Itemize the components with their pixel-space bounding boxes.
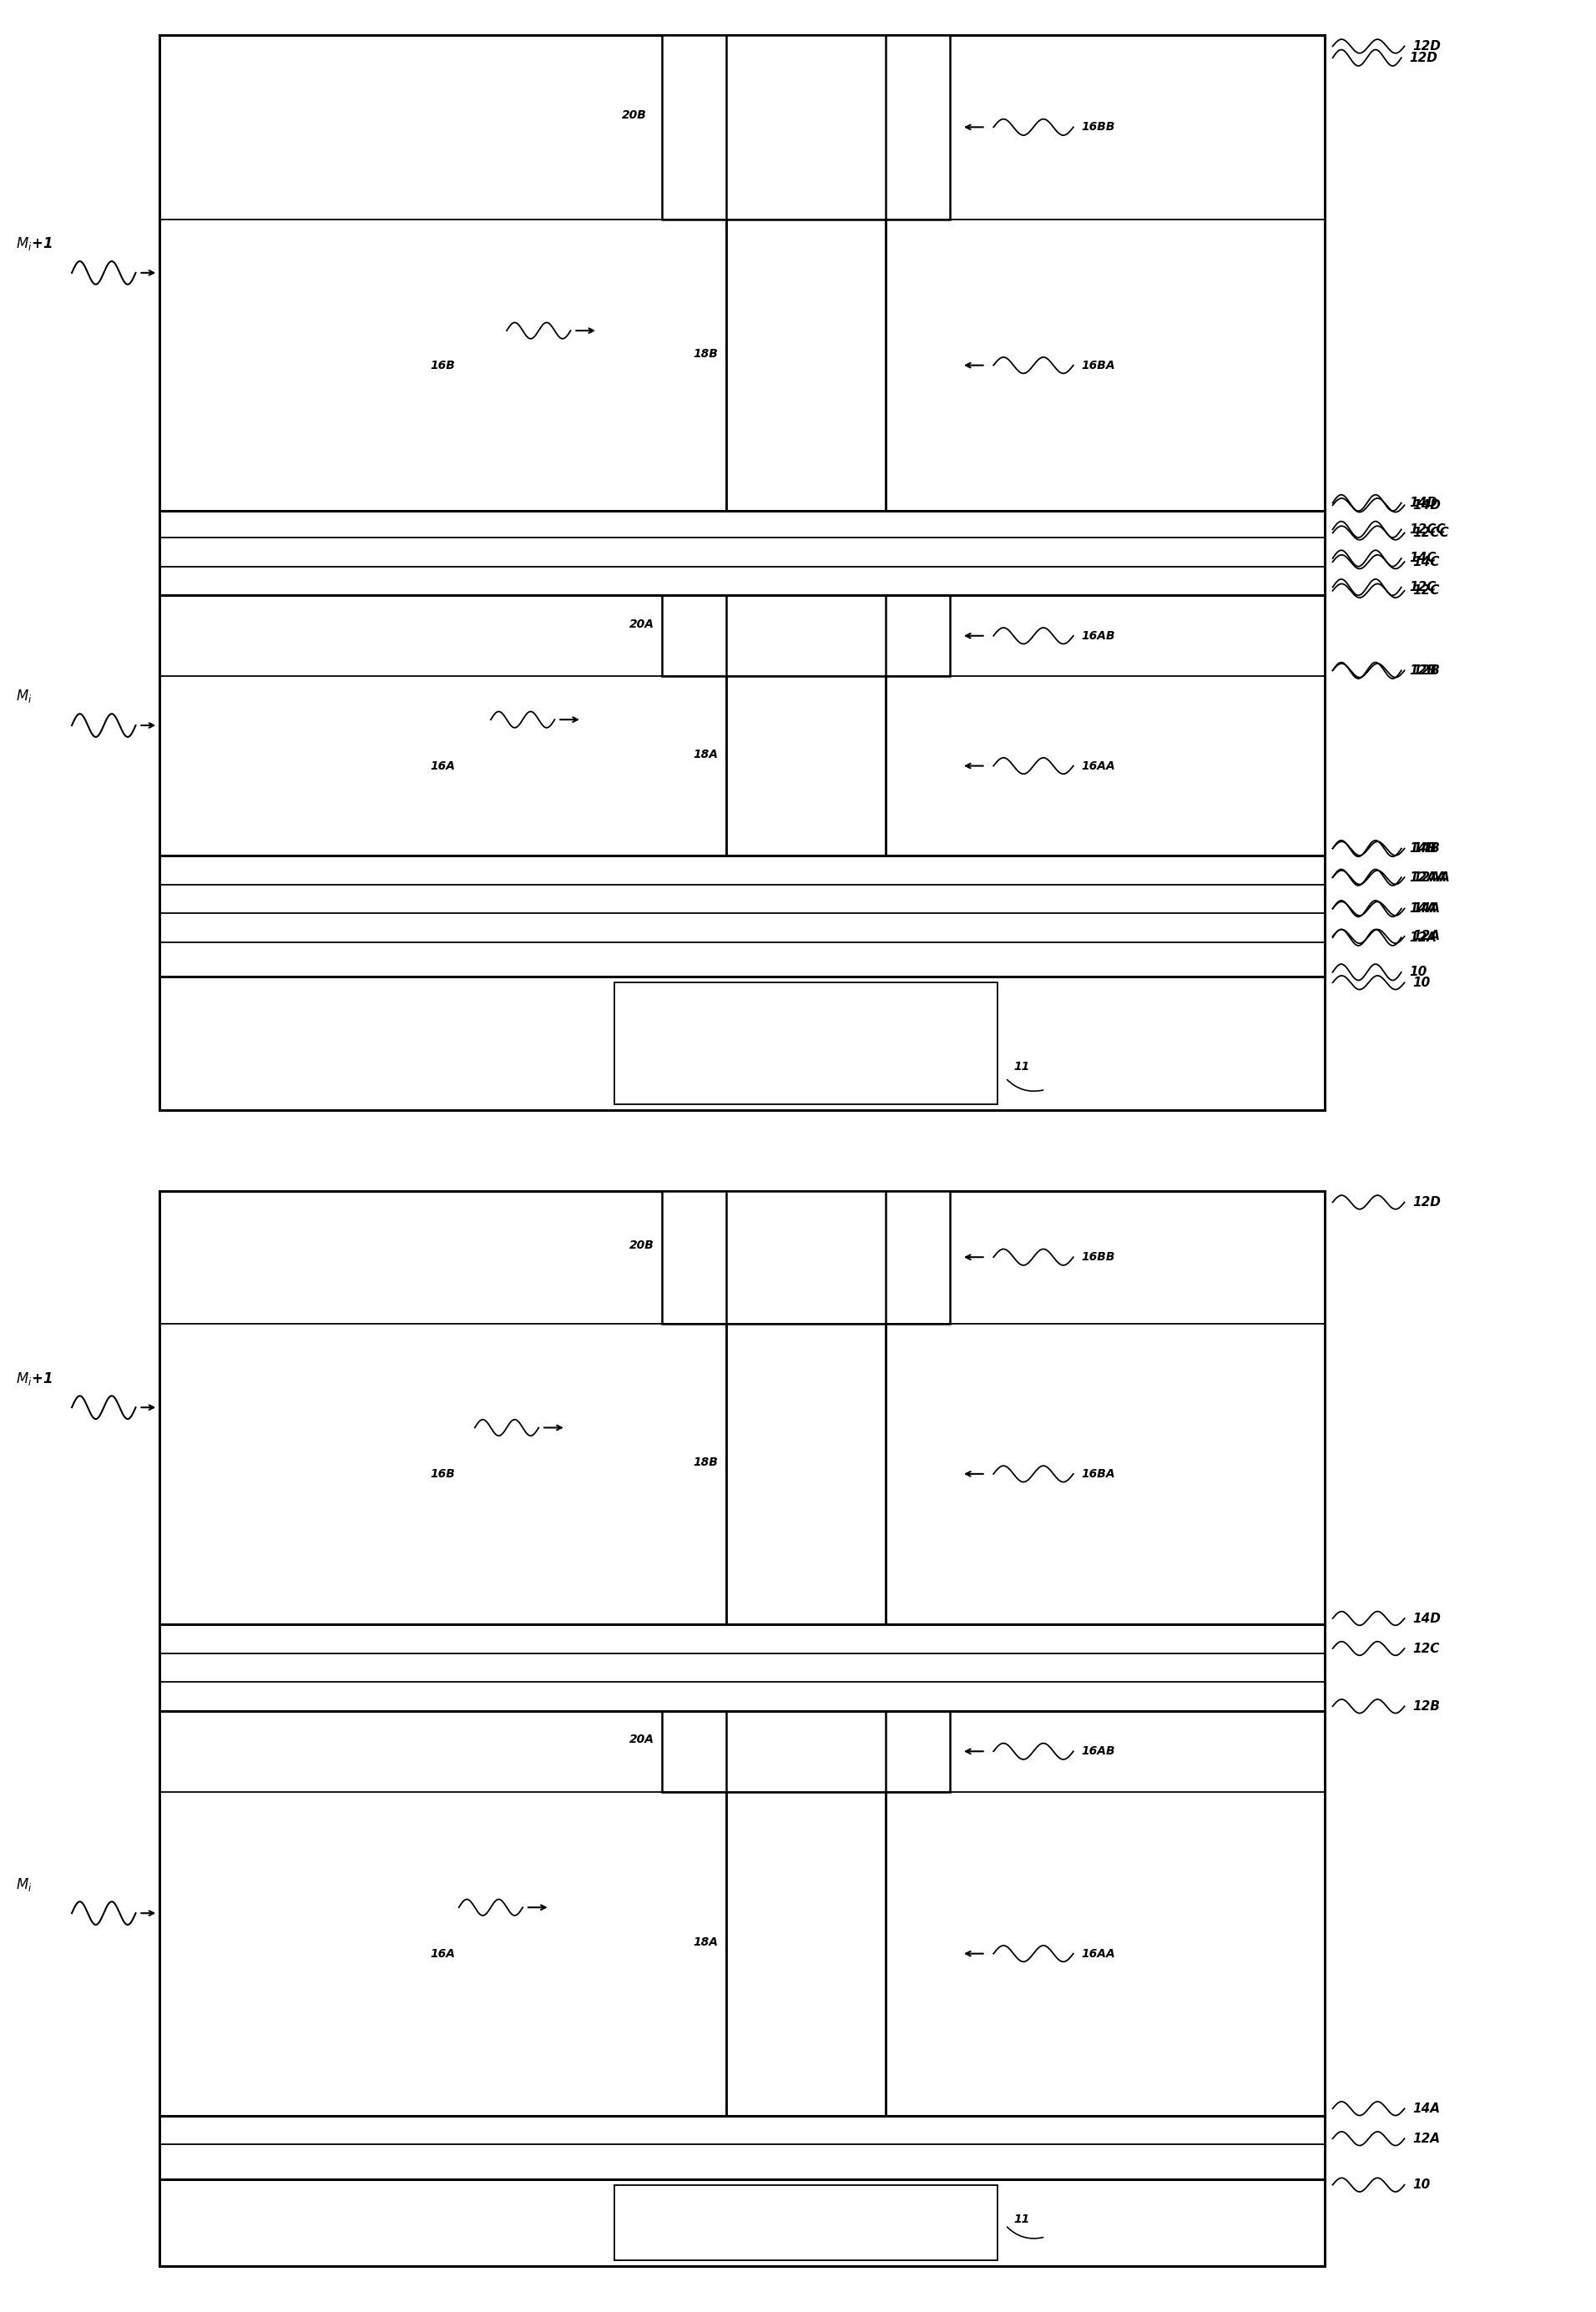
Text: 16AB: 16AB	[1080, 629, 1116, 643]
Text: 16A: 16A	[431, 761, 455, 772]
Text: Figure 1C: Figure 1C	[689, 1202, 779, 1218]
Text: 11: 11	[1013, 2213, 1029, 2226]
Text: 14B: 14B	[1412, 842, 1440, 855]
Text: 16BA: 16BA	[1080, 1468, 1116, 1480]
Bar	[614, 2185, 998, 2261]
Bar	[160, 1191, 1325, 2266]
Text: $M_i$: $M_i$	[16, 1875, 32, 1894]
Text: 14C: 14C	[1412, 555, 1440, 569]
Text: $M_i$+1: $M_i$+1	[16, 236, 53, 252]
Bar	[726, 1792, 886, 2115]
Text: 12D: 12D	[1412, 1195, 1441, 1209]
Text: 20A: 20A	[629, 617, 654, 631]
Bar	[726, 677, 886, 855]
Text: 16A: 16A	[431, 1947, 455, 1961]
Text: 12D: 12D	[1412, 39, 1441, 53]
Text: 12D: 12D	[1409, 51, 1438, 65]
Text: 12C: 12C	[1409, 580, 1436, 594]
Text: 14B: 14B	[1409, 842, 1436, 855]
Bar	[662, 35, 950, 220]
Text: 18B: 18B	[693, 1457, 718, 1468]
Text: 12A: 12A	[1412, 2132, 1440, 2146]
Bar	[614, 983, 998, 1105]
Text: 12AA: 12AA	[1412, 872, 1449, 883]
Text: 14C: 14C	[1409, 553, 1436, 564]
Text: 14D: 14D	[1412, 1611, 1441, 1625]
Text: 12A: 12A	[1412, 929, 1440, 943]
Text: 12C: 12C	[1412, 1642, 1440, 1655]
Text: 10: 10	[1412, 976, 1430, 990]
Text: 18A: 18A	[693, 1935, 718, 1949]
Bar	[726, 220, 886, 511]
Text: 12CC: 12CC	[1412, 527, 1449, 539]
Text: 18A: 18A	[693, 749, 718, 761]
Text: 16B: 16B	[431, 1468, 455, 1480]
Text: 20B: 20B	[621, 109, 646, 123]
Bar	[662, 1191, 950, 1322]
Text: 16AA: 16AA	[1080, 761, 1116, 772]
Text: 18B: 18B	[693, 347, 718, 361]
Text: 14A: 14A	[1412, 902, 1440, 916]
Text: 20A: 20A	[629, 1734, 654, 1746]
Bar	[662, 1711, 950, 1792]
Text: $M_i$: $M_i$	[16, 689, 32, 705]
Text: 10: 10	[1409, 966, 1427, 978]
Bar	[662, 596, 950, 675]
Text: 14A: 14A	[1409, 902, 1436, 916]
Text: 12CC: 12CC	[1409, 523, 1446, 536]
Text: $M_i$+1: $M_i$+1	[16, 1371, 53, 1387]
Text: 14A: 14A	[1412, 2102, 1440, 2115]
Text: 12C: 12C	[1412, 585, 1440, 596]
Text: 16AB: 16AB	[1080, 1746, 1116, 1757]
Bar	[160, 35, 1325, 1110]
Text: 16BA: 16BA	[1080, 358, 1116, 372]
Text: 16AA: 16AA	[1080, 1947, 1116, 1961]
Bar	[726, 1322, 886, 1623]
Text: 14D: 14D	[1412, 499, 1441, 511]
Text: 12B: 12B	[1409, 664, 1436, 677]
Text: 16BB: 16BB	[1080, 120, 1116, 134]
Text: 12A: 12A	[1409, 932, 1436, 943]
Text: 12B: 12B	[1412, 664, 1440, 677]
Text: 20B: 20B	[629, 1239, 654, 1251]
Text: 12AA: 12AA	[1409, 872, 1446, 883]
Text: 10: 10	[1412, 2178, 1430, 2192]
Text: 16BB: 16BB	[1080, 1251, 1116, 1262]
Text: 11: 11	[1013, 1061, 1029, 1073]
Text: 12B: 12B	[1412, 1699, 1440, 1713]
Text: 16B: 16B	[431, 358, 455, 372]
Text: 14D: 14D	[1409, 497, 1438, 509]
